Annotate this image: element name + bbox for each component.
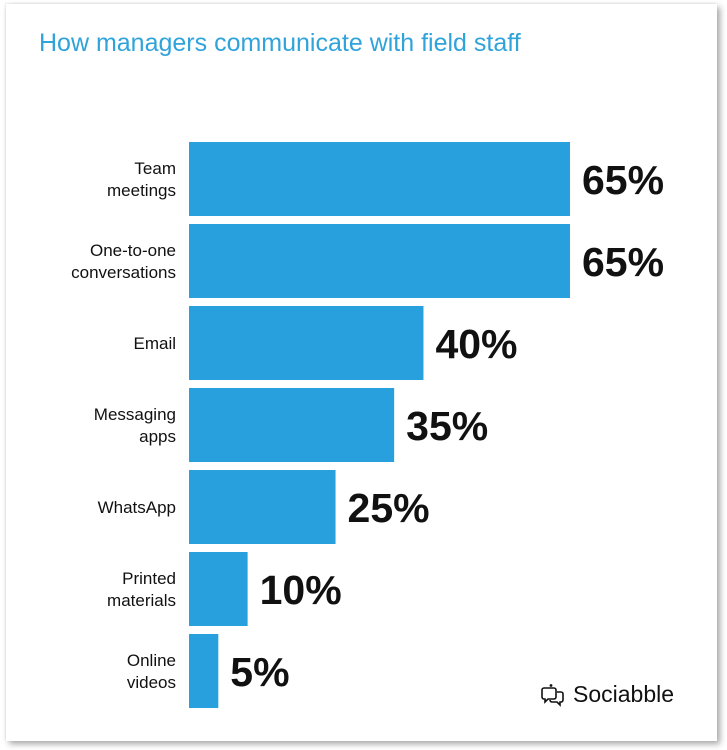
category-label-5: Printed materials xyxy=(107,569,176,610)
chat-bubbles-icon xyxy=(541,683,564,707)
bar-1 xyxy=(189,224,570,298)
value-label-3: 35% xyxy=(406,403,488,449)
bar-5 xyxy=(189,552,248,626)
brand-name: Sociabble xyxy=(573,681,675,707)
bar-3 xyxy=(189,388,395,462)
category-label-0: Team meetings xyxy=(107,159,176,200)
bar-2 xyxy=(189,306,424,380)
value-label-5: 10% xyxy=(260,567,342,613)
value-label-0: 65% xyxy=(582,157,664,203)
category-label-3: Messaging apps xyxy=(94,405,176,446)
chart-title: How managers communicate with field staf… xyxy=(39,29,521,57)
category-label-6: Online videos xyxy=(127,651,176,692)
bar-6 xyxy=(189,634,219,708)
category-label-2: Email xyxy=(133,334,176,353)
value-label-6: 5% xyxy=(230,649,289,695)
value-label-1: 65% xyxy=(582,239,664,285)
brand-logo: Sociabble xyxy=(540,681,674,708)
bar-0 xyxy=(189,142,570,216)
value-label-2: 40% xyxy=(435,321,517,367)
category-label-1: One-to-one conversations xyxy=(71,241,176,282)
value-label-4: 25% xyxy=(348,485,430,531)
bar-4 xyxy=(189,470,336,544)
category-label-4: WhatsApp xyxy=(98,498,176,517)
